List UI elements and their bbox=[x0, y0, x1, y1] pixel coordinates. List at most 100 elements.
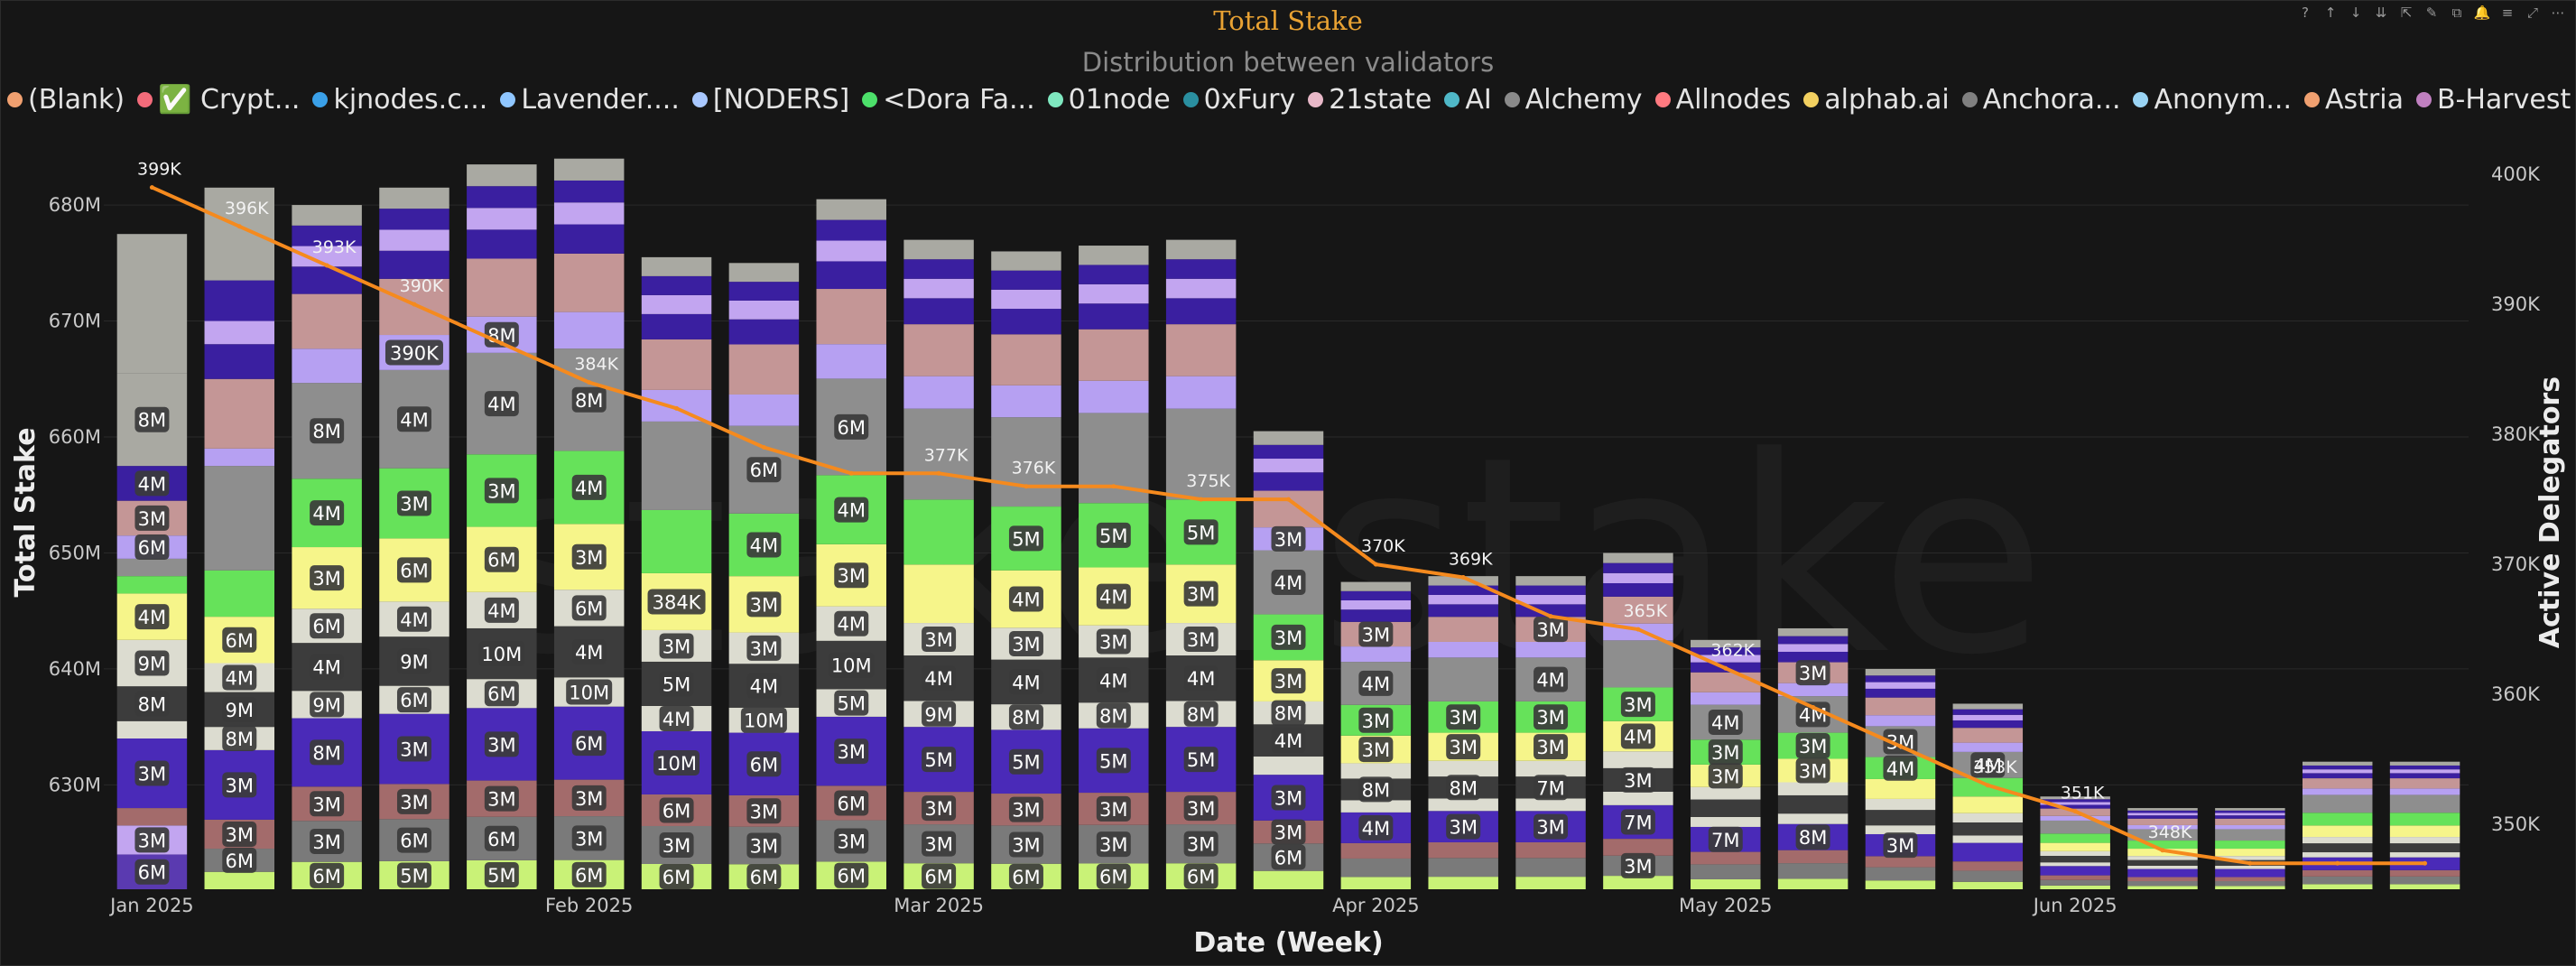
bar-segment bbox=[991, 270, 1061, 290]
sort-up-icon[interactable]: ↑ bbox=[2324, 5, 2337, 21]
bell-icon[interactable]: 🔔 bbox=[2473, 5, 2491, 21]
legend-item[interactable]: AI bbox=[1444, 84, 1492, 116]
data-label-box bbox=[1534, 775, 1569, 801]
data-label: 4M bbox=[400, 609, 428, 631]
bar-segment bbox=[2389, 813, 2460, 826]
bar-segment bbox=[1165, 298, 1237, 325]
bar-segment bbox=[903, 564, 974, 624]
bar-segment bbox=[2215, 824, 2285, 830]
bar-segment bbox=[204, 187, 275, 281]
legend-item[interactable]: Lavender.... bbox=[500, 84, 680, 116]
bar-segment bbox=[1865, 867, 1936, 881]
bar-segment bbox=[1079, 329, 1149, 381]
bar-segment bbox=[1165, 324, 1237, 376]
legend-item[interactable]: B-Harvest bbox=[2415, 84, 2571, 116]
expand-icon[interactable]: ⇱ bbox=[2400, 5, 2413, 21]
pin-icon[interactable]: ✎ bbox=[2425, 5, 2438, 21]
copy-icon[interactable]: ⧉ bbox=[2451, 5, 2462, 21]
data-label: 4M bbox=[138, 473, 166, 495]
bar-segment bbox=[1165, 259, 1237, 279]
data-label-box bbox=[746, 457, 782, 483]
line-point bbox=[412, 302, 417, 307]
bar-segment bbox=[2127, 813, 2198, 816]
bar-segment bbox=[1165, 408, 1237, 500]
line-point bbox=[761, 445, 766, 450]
sort-down-icon[interactable]: ↓ bbox=[2349, 5, 2362, 21]
legend-item[interactable]: Allnodes bbox=[1654, 84, 1792, 116]
bar-segment bbox=[2389, 852, 2460, 858]
line-point bbox=[1723, 665, 1728, 671]
data-label-box bbox=[222, 664, 257, 691]
legend-item[interactable]: alphab.ai bbox=[1803, 84, 1950, 116]
bar-segment bbox=[1691, 816, 1761, 827]
data-label-box bbox=[922, 747, 957, 773]
legend-label: Allnodes bbox=[1675, 84, 1792, 116]
bar-segment bbox=[2302, 843, 2373, 853]
legend-marker-icon bbox=[312, 92, 329, 107]
filter-icon[interactable]: ≡ bbox=[2501, 5, 2514, 21]
bar-segment bbox=[1428, 841, 1498, 859]
data-label-box bbox=[1008, 630, 1043, 656]
bar-segment bbox=[1603, 582, 1673, 597]
bar-segment bbox=[1777, 794, 1849, 814]
legend-label: (Blank) bbox=[28, 84, 125, 116]
legend-item[interactable]: Anonym... bbox=[2133, 84, 2292, 116]
data-label-box bbox=[1708, 826, 1743, 852]
data-label-box bbox=[1970, 752, 2006, 778]
y-tick-label: 660M bbox=[49, 426, 101, 448]
data-label: 5M bbox=[663, 673, 690, 695]
bar-segment bbox=[903, 298, 974, 325]
bar-segment bbox=[1340, 646, 1412, 663]
legend-item[interactable]: Astria bbox=[2303, 84, 2404, 116]
legend-item[interactable]: Anchora... bbox=[1961, 84, 2120, 116]
legend-item[interactable]: <Dora Fa... bbox=[862, 84, 1035, 116]
data-label-box bbox=[1446, 734, 1481, 760]
data-label: 4M bbox=[1974, 755, 2002, 776]
data-label-box bbox=[922, 701, 957, 727]
data-label-box bbox=[1096, 667, 1131, 693]
data-label-box bbox=[1271, 844, 1306, 870]
legend-marker-icon bbox=[1654, 92, 1671, 107]
legend-marker-icon bbox=[137, 92, 153, 107]
line-point bbox=[2160, 848, 2165, 853]
data-label-box bbox=[396, 557, 431, 583]
line-point bbox=[674, 405, 680, 411]
bar-segment bbox=[903, 324, 974, 376]
legend-item[interactable]: 0xFury bbox=[1182, 84, 1295, 116]
data-label: 3M bbox=[1624, 770, 1652, 792]
data-label: 3M bbox=[1536, 707, 1564, 729]
legend-item[interactable]: [NODERS] bbox=[691, 84, 849, 116]
bar-segment bbox=[2215, 841, 2285, 850]
bar-segment bbox=[2215, 877, 2285, 882]
bar-segment bbox=[1865, 798, 1936, 811]
legend-item[interactable]: kjnodes.c... bbox=[312, 84, 487, 116]
legend-item[interactable]: 21state bbox=[1308, 84, 1432, 116]
focus-icon[interactable]: ⤢ bbox=[2526, 5, 2538, 21]
sort-asc-icon[interactable]: ⇊ bbox=[2375, 5, 2387, 21]
bar-stack: 3M 7M 3M 4M 3M bbox=[1603, 553, 1673, 889]
data-label: 3M bbox=[1362, 711, 1390, 732]
data-label: 4M bbox=[226, 668, 254, 690]
legend-marker-icon bbox=[500, 92, 516, 107]
data-label-box bbox=[134, 650, 170, 676]
bar-segment bbox=[728, 344, 800, 395]
legend-item[interactable]: 01node bbox=[1047, 84, 1171, 116]
data-label-box bbox=[1534, 666, 1569, 692]
bar-segment bbox=[1865, 825, 1936, 834]
more-icon[interactable]: ⋯ bbox=[2551, 5, 2565, 21]
line-point bbox=[587, 380, 592, 385]
help-icon[interactable]: ? bbox=[2302, 5, 2309, 21]
legend-item[interactable]: ✅ Crypt... bbox=[137, 84, 300, 116]
bar-segment bbox=[1952, 703, 2024, 710]
legend-item[interactable]: (Blank) bbox=[7, 84, 125, 116]
bar-segment bbox=[1079, 246, 1149, 265]
legend-item[interactable]: Alchemy bbox=[1504, 84, 1643, 116]
bar-segment bbox=[1340, 800, 1412, 813]
data-label: 3M bbox=[1274, 529, 1302, 551]
bar-segment bbox=[2040, 879, 2110, 886]
data-label-box bbox=[396, 490, 431, 516]
bar-segment bbox=[1952, 822, 2024, 836]
bar-segment bbox=[2127, 859, 2198, 866]
